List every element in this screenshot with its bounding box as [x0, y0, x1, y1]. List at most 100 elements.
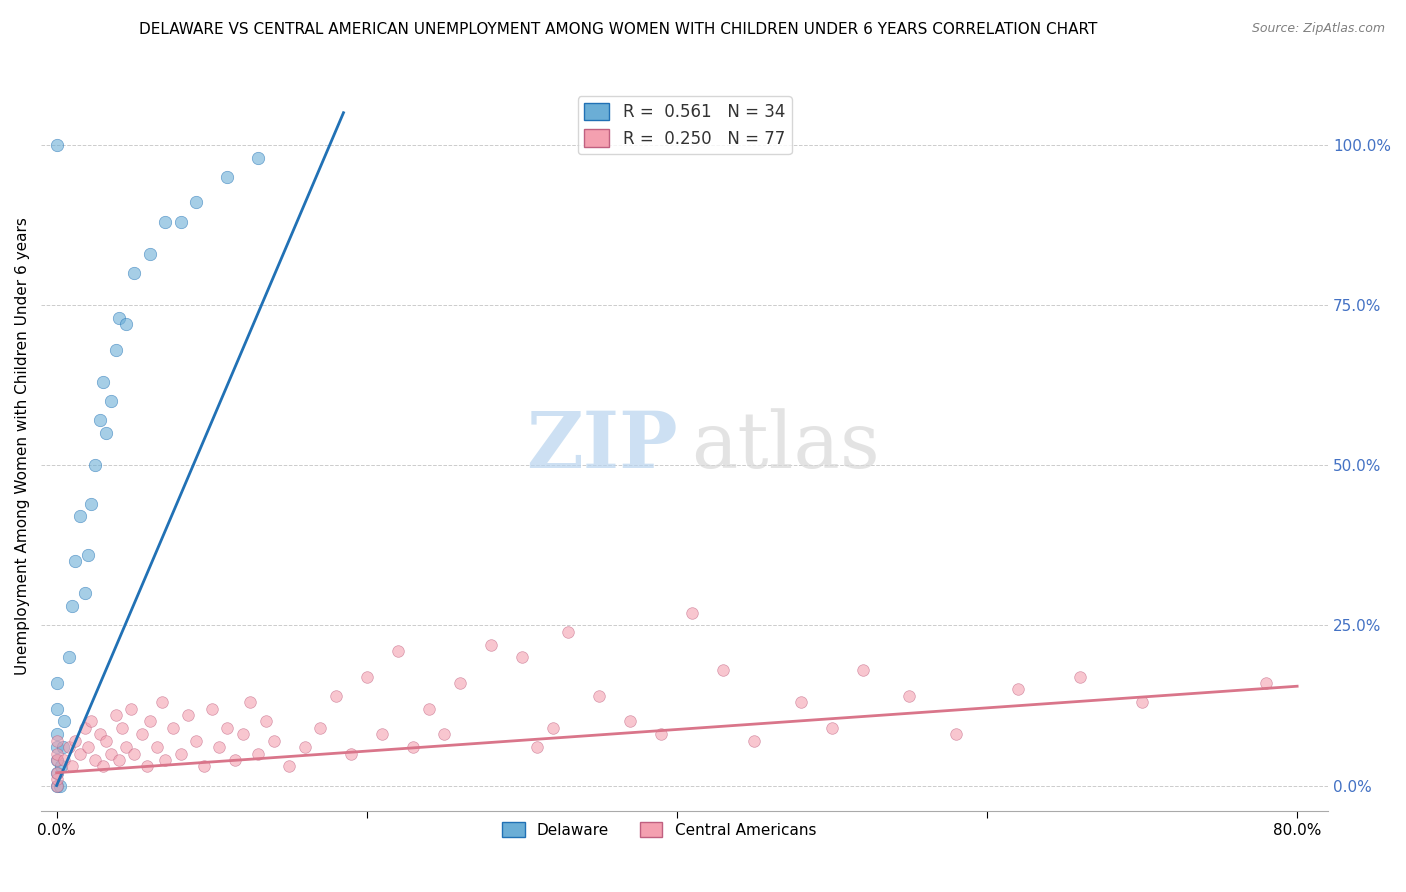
Point [65, 554, 87, 568]
Point [247, 747, 270, 761]
Point [91, 759, 114, 773]
Point [45, 753, 67, 767]
Point [45, 779, 67, 793]
Point [224, 753, 246, 767]
Point [217, 169, 239, 184]
Point [239, 695, 262, 709]
Point [69, 509, 91, 524]
Point [169, 214, 191, 228]
Point [45, 727, 67, 741]
Point [91, 375, 114, 389]
Point [107, 310, 129, 325]
Text: atlas: atlas [692, 408, 880, 483]
Point [45, 765, 67, 780]
Point [557, 624, 579, 639]
Point [58, 650, 80, 665]
Point [1069, 670, 1091, 684]
Point [45, 733, 67, 747]
Point [45, 701, 67, 715]
Point [821, 721, 844, 735]
Point [76, 740, 98, 755]
Point [526, 740, 548, 755]
Point [217, 721, 239, 735]
Point [89, 413, 111, 427]
Point [340, 747, 363, 761]
Point [58, 740, 80, 755]
Y-axis label: Unemployment Among Women with Children Under 6 years: Unemployment Among Women with Children U… [15, 217, 30, 675]
Point [146, 740, 169, 755]
Point [186, 195, 208, 210]
Point [208, 740, 231, 755]
Point [53, 753, 76, 767]
Point [541, 721, 564, 735]
Point [45, 676, 67, 690]
Point [96, 426, 118, 441]
Point [73, 721, 96, 735]
Point [115, 740, 138, 755]
Point [120, 701, 142, 715]
Point [479, 638, 502, 652]
Point [45, 747, 67, 761]
Point [402, 740, 425, 755]
Point [1256, 676, 1278, 690]
Point [186, 733, 208, 747]
Point [53, 714, 76, 729]
Point [278, 759, 301, 773]
Point [131, 727, 153, 741]
Point [76, 548, 98, 562]
Point [65, 733, 87, 747]
Legend: Delaware, Central Americans: Delaware, Central Americans [495, 815, 823, 844]
Point [309, 721, 332, 735]
Point [45, 772, 67, 786]
Point [84, 458, 107, 472]
Point [162, 721, 184, 735]
Point [80, 497, 103, 511]
Point [115, 317, 138, 331]
Point [744, 733, 766, 747]
Point [45, 753, 67, 767]
Point [619, 714, 641, 729]
Point [790, 695, 813, 709]
Point [433, 727, 456, 741]
Point [138, 246, 160, 260]
Point [80, 714, 103, 729]
Point [169, 747, 191, 761]
Point [510, 650, 533, 665]
Text: Source: ZipAtlas.com: Source: ZipAtlas.com [1251, 22, 1385, 36]
Point [588, 689, 610, 703]
Point [104, 343, 127, 357]
Point [371, 727, 394, 741]
Point [254, 714, 277, 729]
Point [945, 727, 967, 741]
Point [263, 733, 285, 747]
Point [52, 740, 75, 755]
Point [150, 695, 173, 709]
Point [89, 727, 111, 741]
Point [153, 214, 176, 228]
Point [650, 727, 672, 741]
Point [449, 676, 471, 690]
Point [122, 747, 145, 761]
Point [84, 753, 107, 767]
Point [1130, 695, 1153, 709]
Point [100, 747, 122, 761]
Point [51, 759, 73, 773]
Point [247, 151, 270, 165]
Text: ZIP: ZIP [527, 408, 678, 484]
Point [60, 599, 83, 614]
Point [111, 721, 134, 735]
Point [48, 779, 70, 793]
Point [356, 670, 378, 684]
Point [69, 747, 91, 761]
Point [418, 701, 440, 715]
Point [325, 689, 347, 703]
Point [45, 137, 67, 152]
Point [153, 753, 176, 767]
Point [138, 714, 160, 729]
Point [177, 708, 200, 723]
Point [122, 266, 145, 280]
Point [193, 759, 215, 773]
Point [73, 586, 96, 600]
Point [681, 606, 703, 620]
Point [100, 394, 122, 409]
